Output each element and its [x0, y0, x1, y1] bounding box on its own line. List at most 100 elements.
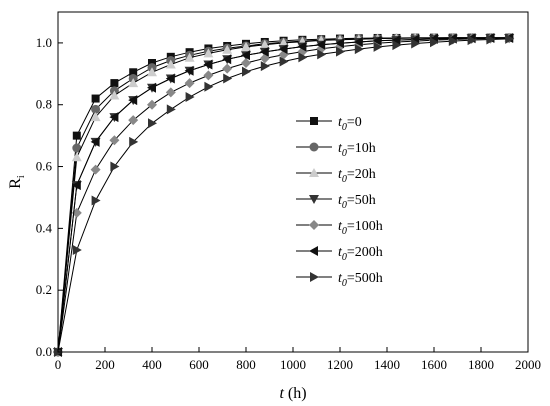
triangle-left-marker [184, 65, 194, 76]
diamond-marker [203, 70, 214, 81]
triangle-left-marker [259, 46, 269, 57]
triangle-right-marker [411, 38, 421, 49]
x-axis-label-italic: t [279, 385, 284, 402]
triangle-right-marker [298, 52, 308, 63]
y-axis-label-sub: i [16, 175, 27, 178]
triangle-left-marker [90, 136, 100, 147]
x-tick-label: 1000 [280, 357, 306, 372]
legend-item: t0=10h [296, 141, 376, 159]
y-tick-label: 0.6 [36, 159, 53, 174]
triangle-up-marker [241, 41, 251, 51]
triangle-up-marker [222, 44, 233, 54]
y-tick-label: 1.0 [36, 35, 52, 50]
y-tick-label: 0.8 [36, 97, 52, 112]
triangle-up-marker [165, 59, 176, 69]
x-tick-label: 1400 [374, 357, 400, 372]
diamond-marker [184, 78, 195, 89]
x-tick-label: 200 [95, 357, 115, 372]
triangle-right-marker [91, 195, 101, 206]
legend-label-var: t [338, 245, 343, 260]
legend-item: t0=0 [296, 115, 362, 133]
triangle-up-marker [259, 39, 270, 49]
triangle-left-marker [278, 44, 288, 55]
triangle-up-marker [109, 90, 120, 100]
diamond-marker [165, 87, 176, 98]
legend-label: t0=50h [338, 193, 376, 211]
triangle-right-marker [467, 35, 477, 46]
triangle-right-marker [373, 41, 383, 52]
triangle-right-marker [336, 46, 345, 57]
square-marker [110, 79, 119, 88]
x-axis-label: t (h) [279, 385, 306, 402]
triangle-right-marker [110, 161, 120, 172]
x-axis-label-unit: (h) [284, 385, 307, 402]
series-6 [54, 33, 515, 357]
x-tick-label: 1800 [468, 357, 494, 372]
triangle-left-marker [316, 39, 326, 50]
triangle-left-marker [391, 35, 401, 46]
triangle-left-marker [147, 82, 156, 93]
triangle-left-marker [297, 41, 307, 52]
legend-label-var: t [338, 167, 343, 182]
triangle-right-marker [448, 36, 458, 47]
circle-marker [91, 104, 101, 114]
legend-label-sub: 0 [342, 200, 347, 211]
axes: 0 200 400 600 800 1000 1200 1400 1600 1800 2000 0.0… [36, 35, 541, 372]
triangle-left-marker [241, 50, 250, 61]
x-tick-label: 1600 [421, 357, 447, 372]
legend-label: t0=100h [338, 219, 383, 237]
legend-label-sub: 0 [342, 252, 347, 263]
triangle-right-marker [129, 136, 139, 147]
x-tick-label: 800 [236, 357, 256, 372]
legend-label: t0=200h [338, 245, 383, 263]
triangle-up-marker [90, 112, 101, 122]
triangle-right-marker [260, 61, 270, 72]
legend-item: t0=200h [296, 245, 383, 263]
triangle-left-marker [128, 95, 138, 106]
legend-label-var: t [338, 193, 343, 208]
triangle-right-marker [430, 37, 439, 48]
triangle-right-marker [392, 40, 402, 51]
triangle-right-marker [486, 34, 496, 45]
legend-label-var: t [338, 219, 343, 234]
triangle-right-marker [279, 56, 289, 67]
circle-marker [72, 143, 82, 153]
triangle-right-marker [310, 272, 319, 282]
legend-label-sub: 0 [342, 122, 347, 133]
y-axis-label: Ri [7, 175, 27, 189]
legend: t0=0t0=10ht0=20ht0=50ht0=100ht0=200ht0=5… [296, 115, 383, 289]
triangle-up-marker [128, 78, 139, 88]
square-marker [148, 59, 156, 67]
triangle-up-marker [203, 48, 214, 58]
legend-label: t0=10h [338, 141, 376, 159]
triangle-left-marker [222, 54, 232, 65]
triangle-up-marker [309, 168, 319, 177]
legend-label: t0=20h [338, 167, 376, 185]
triangle-right-marker [242, 66, 251, 77]
triangle-left-marker [165, 73, 175, 84]
legend-item: t0=500h [296, 271, 383, 289]
circle-marker [309, 142, 319, 152]
legend-label-sub: 0 [342, 174, 347, 185]
triangle-up-marker [278, 37, 289, 47]
triangle-right-marker [166, 104, 176, 115]
diamond-marker [147, 99, 157, 110]
triangle-up-marker [147, 67, 157, 77]
legend-label-value: =200h [347, 245, 383, 260]
legend-label-var: t [338, 141, 343, 156]
diamond-marker [128, 115, 139, 126]
legend-label-sub: 0 [342, 226, 347, 237]
legend-label-value: =10h [347, 141, 376, 156]
triangle-left-marker [335, 38, 344, 49]
triangle-left-marker [372, 35, 382, 46]
triangle-right-marker [223, 73, 233, 84]
square-marker [91, 94, 100, 103]
diamond-marker [90, 164, 101, 175]
square-marker [129, 68, 138, 77]
y-tick-label: 0.0 [36, 344, 52, 359]
legend-label-var: t [338, 271, 343, 286]
triangle-left-marker [109, 112, 119, 123]
triangle-left-marker [203, 59, 213, 70]
